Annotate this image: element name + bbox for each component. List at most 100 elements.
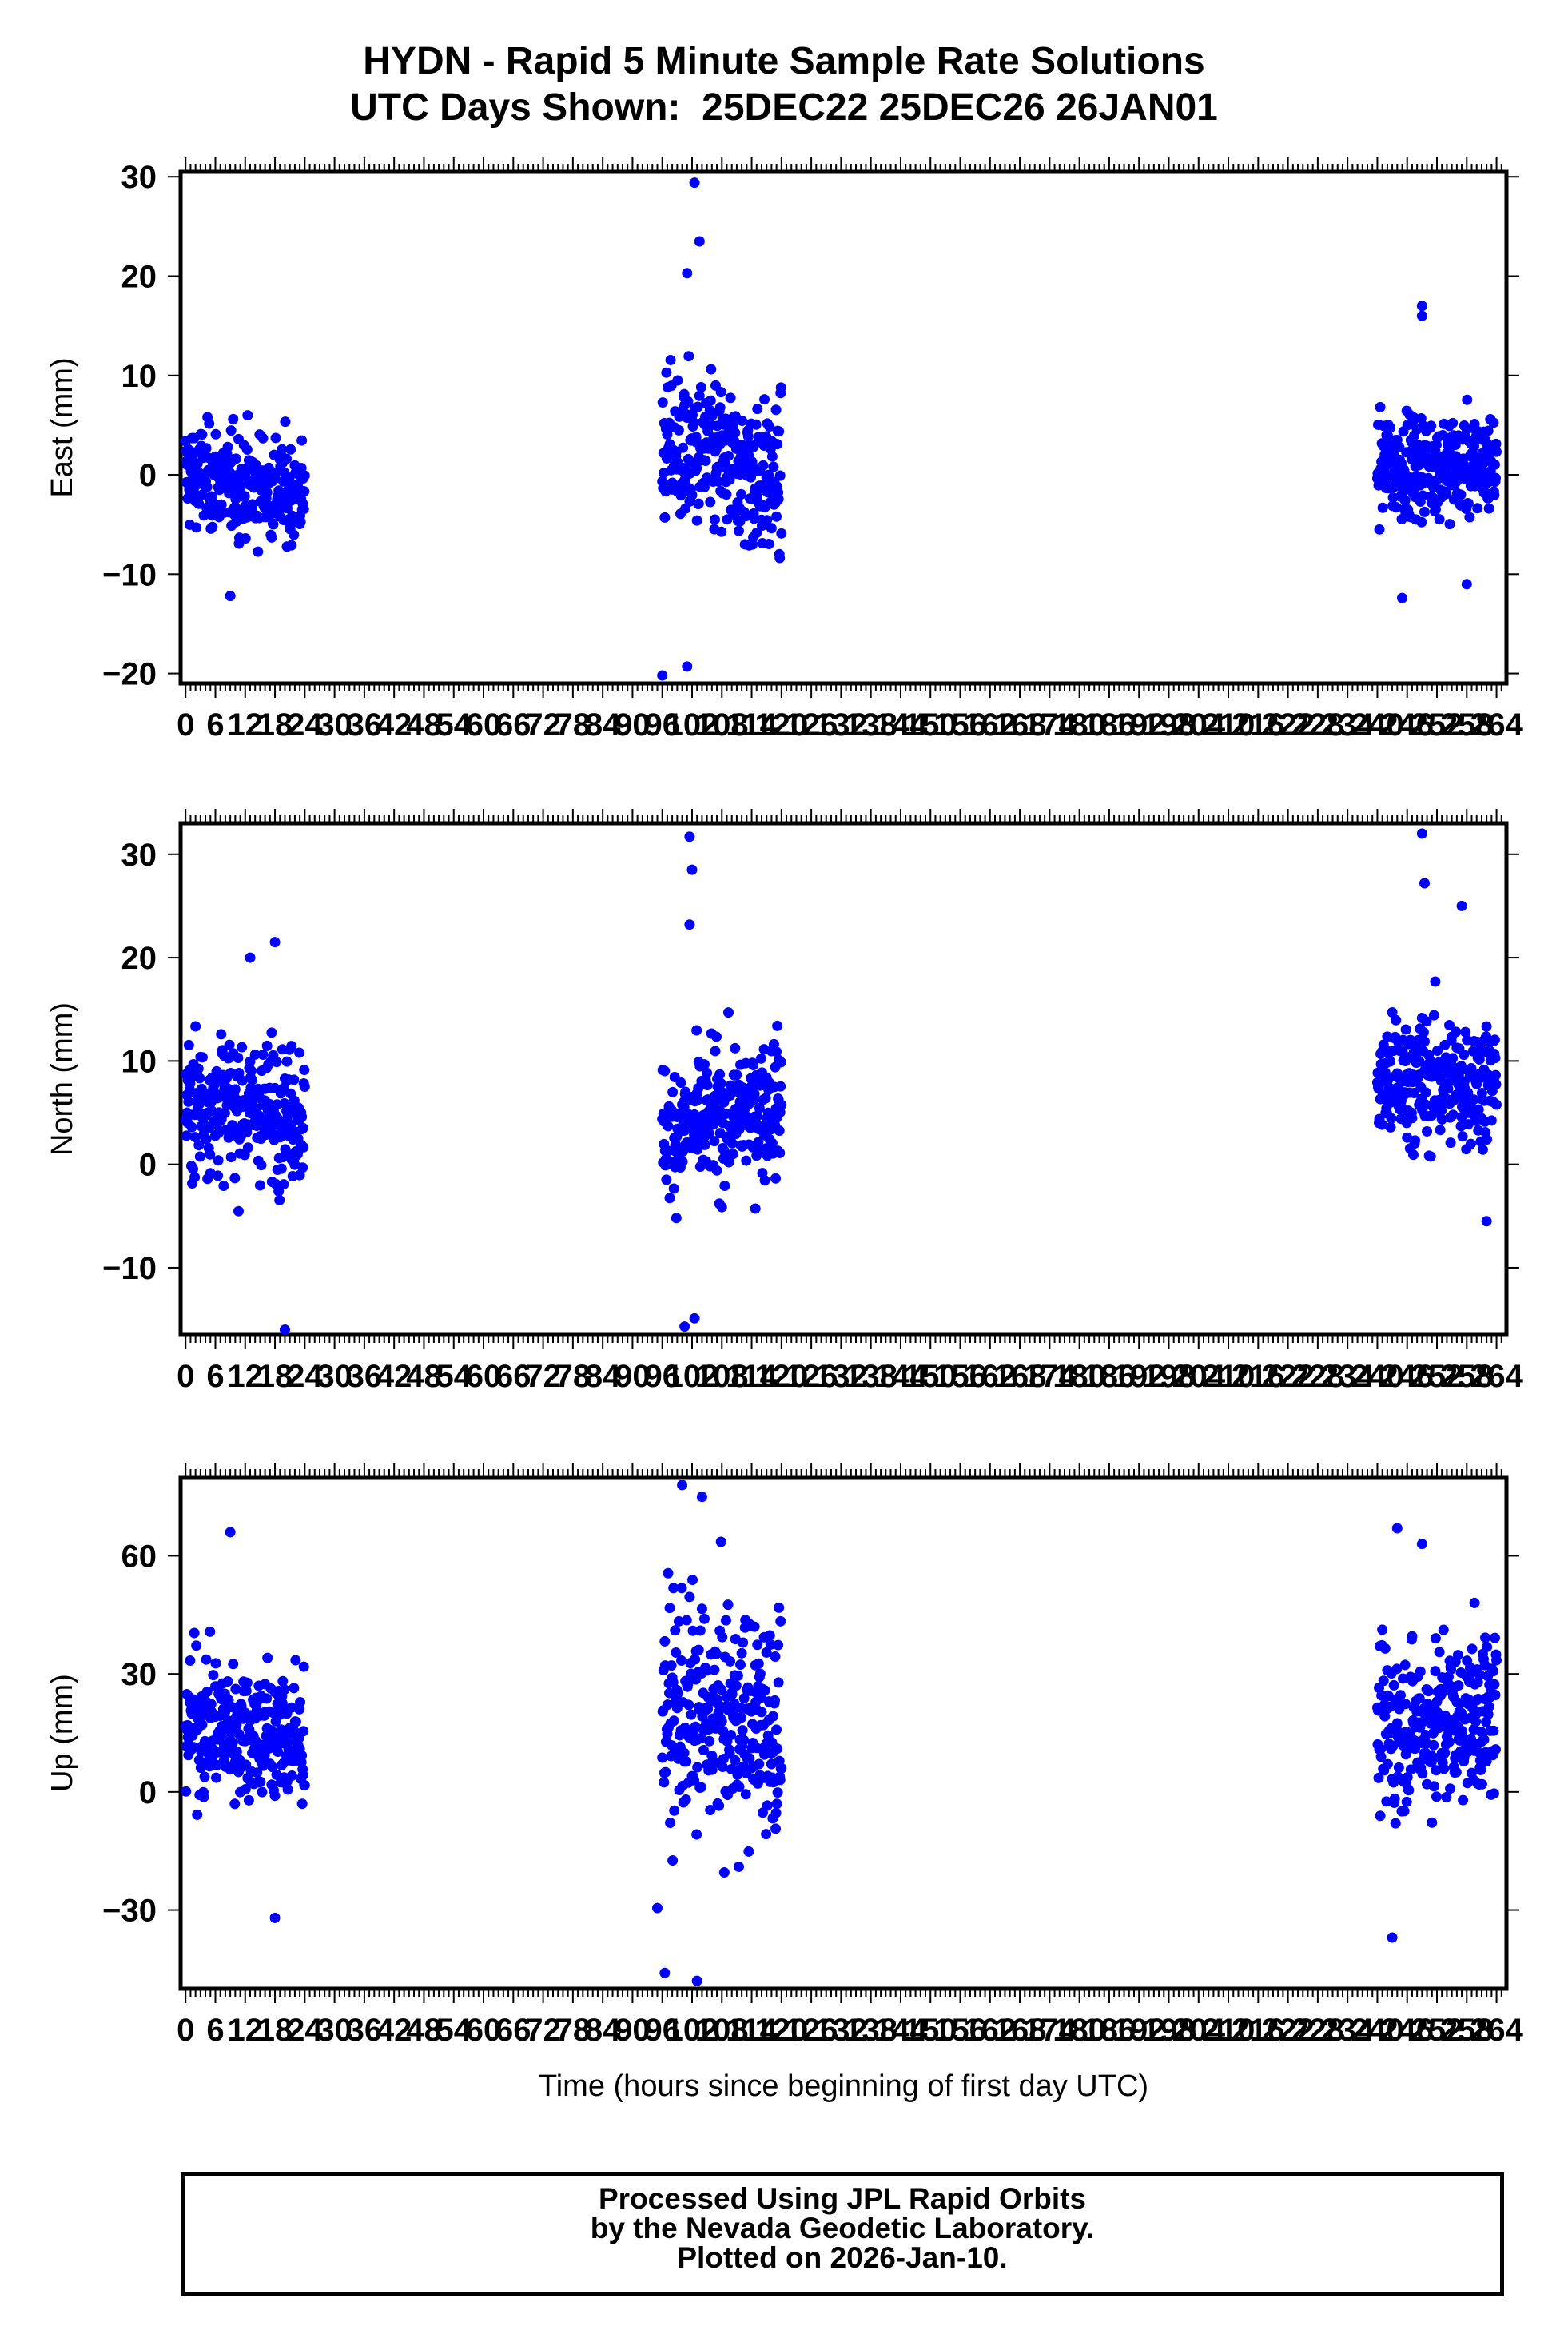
plot-frame [178, 1475, 1509, 1991]
data-point [731, 1069, 742, 1081]
x-tick-label: 210 [1202, 1359, 1256, 1394]
data-point [708, 1119, 719, 1130]
data-point [705, 1804, 716, 1815]
x-tick-label: 156 [933, 1359, 987, 1394]
x-tick-label: 48 [406, 2013, 442, 2048]
data-point-outlier [269, 937, 281, 948]
data-point [256, 1160, 267, 1171]
x-tick-label: 210 [1202, 2013, 1256, 2048]
data-point [1441, 488, 1452, 500]
data-point [681, 1615, 692, 1626]
data-point [758, 460, 769, 471]
data-point [761, 1647, 772, 1658]
data-point [183, 1096, 194, 1107]
data-point [1427, 1817, 1438, 1828]
data-point [766, 523, 777, 534]
data-point [725, 392, 736, 404]
y-tick-label: −20 [102, 657, 157, 692]
data-point [713, 476, 724, 487]
data-point [233, 1053, 244, 1064]
data-point [683, 1679, 694, 1690]
data-point [730, 1680, 742, 1691]
data-point [1431, 1791, 1442, 1802]
data-point [298, 1661, 309, 1672]
data-point [675, 1077, 686, 1089]
data-point [730, 427, 741, 438]
data-point [276, 1724, 287, 1735]
data-point [688, 417, 699, 428]
x-tick-label: 24 [287, 707, 323, 743]
data-point [666, 1660, 677, 1671]
data-point [1468, 1094, 1479, 1105]
y-tick-label: 30 [121, 160, 157, 195]
x-tick-label: 114 [726, 707, 778, 743]
data-point [673, 424, 684, 436]
data-point [240, 1783, 251, 1794]
x-tick-label: 132 [814, 707, 868, 743]
data-point [207, 521, 218, 532]
data-point [299, 1780, 310, 1791]
data-point [1490, 1079, 1502, 1090]
data-point [1436, 1688, 1447, 1699]
x-tick-label: 0 [177, 707, 194, 743]
data-point [296, 1750, 308, 1761]
x-tick-label: 42 [376, 2013, 412, 2048]
data-point [1421, 1016, 1432, 1027]
data-point [278, 1082, 289, 1093]
data-point-outlier [682, 661, 693, 672]
data-point [243, 1794, 254, 1806]
data-point [671, 1213, 682, 1224]
data-point [1482, 1641, 1493, 1652]
data-point [765, 1639, 776, 1650]
x-tick-label: 90 [615, 2013, 651, 2048]
data-point [211, 1772, 222, 1783]
x-tick-label: 78 [555, 2013, 591, 2048]
data-point [775, 1615, 786, 1627]
data-point [261, 487, 273, 498]
data-point [1488, 417, 1499, 428]
data-point [726, 1730, 737, 1741]
data-point [270, 432, 281, 444]
data-point [242, 410, 253, 421]
data-point [772, 439, 783, 450]
data-point [205, 1626, 216, 1637]
data-point [1379, 1643, 1391, 1654]
x-tick-label: 30 [316, 707, 352, 743]
data-point [1428, 1739, 1439, 1751]
x-tick-label: 228 [1291, 2013, 1345, 2048]
y-axis-label: East (mm) [46, 357, 79, 497]
data-point [1447, 1109, 1459, 1121]
data-point [1480, 1632, 1491, 1643]
data-point [659, 1635, 671, 1647]
x-tick-label: 120 [754, 707, 808, 743]
data-point [191, 1640, 202, 1651]
data-point [737, 1725, 748, 1736]
data-point [1451, 1766, 1462, 1778]
data-point-outlier [1416, 828, 1427, 839]
x-tick-label: 12 [228, 2013, 264, 2048]
x-tick-label: 96 [644, 707, 680, 743]
x-tick-label: 186 [1083, 1359, 1136, 1394]
processing-note-line-2: by the Nevada Geodetic Laboratory. [590, 2212, 1095, 2244]
x-tick-label: 258 [1440, 2013, 1494, 2048]
y-tick-label: 0 [139, 1775, 157, 1810]
data-point [186, 1121, 197, 1133]
data-point [282, 1784, 293, 1795]
data-point [736, 1712, 747, 1723]
data-point [1469, 1597, 1480, 1608]
data-point [286, 540, 297, 551]
data-point [1384, 422, 1395, 433]
data-point [730, 1042, 741, 1054]
data-point [194, 1151, 205, 1162]
x-tick-label: 72 [525, 707, 561, 743]
data-point [266, 1027, 277, 1038]
x-tick-label: 114 [726, 2013, 778, 2048]
data-point [686, 1709, 697, 1720]
data-point [290, 1655, 301, 1666]
data-point [1490, 1053, 1501, 1064]
x-tick-label: 132 [814, 2013, 868, 2048]
data-point [1385, 1121, 1396, 1133]
data-point [1375, 1751, 1387, 1762]
x-tick-label: 216 [1232, 1359, 1285, 1394]
data-point [659, 1777, 670, 1788]
